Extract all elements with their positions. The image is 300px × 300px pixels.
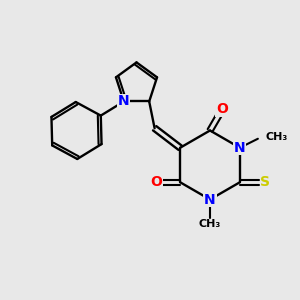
Text: O: O (216, 102, 228, 116)
Text: CH₃: CH₃ (266, 132, 288, 142)
Text: O: O (150, 175, 162, 189)
Text: S: S (260, 175, 270, 189)
Text: N: N (234, 141, 246, 155)
Text: CH₃: CH₃ (199, 219, 221, 229)
Text: N: N (204, 193, 216, 206)
Text: N: N (118, 94, 130, 109)
